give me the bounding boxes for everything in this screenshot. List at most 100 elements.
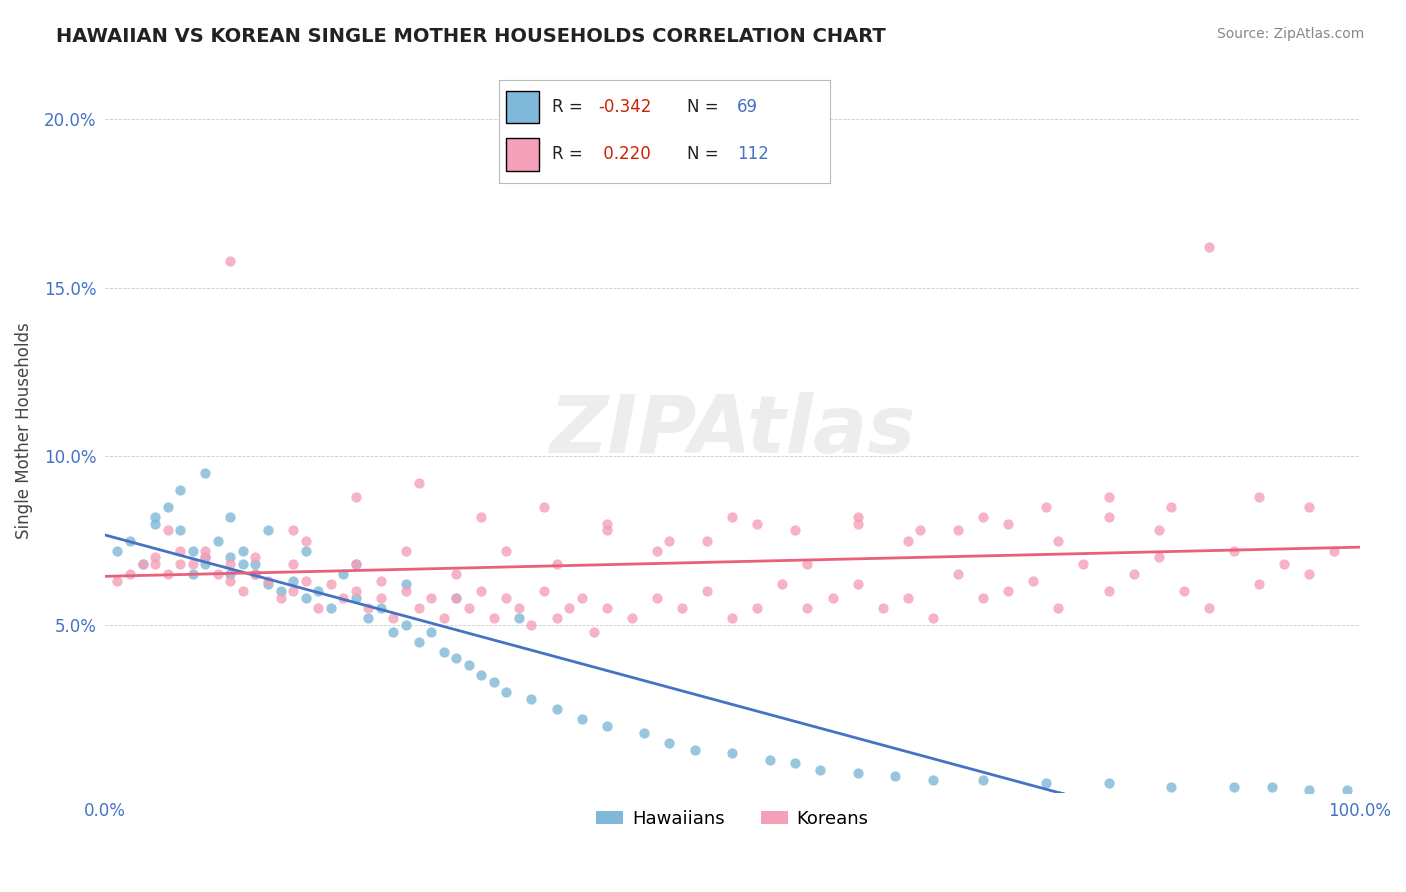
- Point: [344, 591, 367, 605]
- Point: [683, 742, 706, 756]
- Point: [420, 591, 443, 605]
- Point: [181, 567, 204, 582]
- Point: [633, 725, 655, 739]
- Text: R =: R =: [553, 98, 588, 116]
- Point: [395, 577, 418, 591]
- Point: [759, 753, 782, 767]
- Point: [1249, 577, 1271, 591]
- Point: [1198, 601, 1220, 615]
- Point: [232, 543, 254, 558]
- Point: [395, 617, 418, 632]
- Point: [219, 509, 242, 524]
- Point: [232, 557, 254, 571]
- Point: [344, 490, 367, 504]
- Point: [382, 624, 405, 639]
- Point: [508, 611, 530, 625]
- Point: [131, 557, 153, 571]
- Point: [332, 591, 354, 605]
- Point: [433, 611, 456, 625]
- Point: [1035, 500, 1057, 514]
- Point: [1173, 584, 1195, 599]
- Point: [143, 550, 166, 565]
- Point: [357, 601, 380, 615]
- Point: [897, 533, 920, 548]
- Point: [508, 601, 530, 615]
- Point: [972, 509, 994, 524]
- Point: [783, 524, 806, 538]
- Point: [219, 550, 242, 565]
- Point: [1160, 780, 1182, 794]
- Text: N =: N =: [688, 98, 724, 116]
- Point: [1073, 557, 1095, 571]
- Point: [444, 591, 467, 605]
- Point: [872, 601, 894, 615]
- Point: [470, 509, 492, 524]
- Point: [281, 584, 304, 599]
- Point: [107, 543, 129, 558]
- Point: [946, 524, 969, 538]
- Text: N =: N =: [688, 145, 724, 163]
- Point: [796, 601, 818, 615]
- Point: [457, 658, 479, 673]
- Point: [408, 476, 430, 491]
- Point: [1298, 783, 1320, 797]
- Point: [294, 591, 316, 605]
- Point: [1047, 601, 1070, 615]
- Point: [470, 584, 492, 599]
- Point: [1097, 509, 1119, 524]
- Point: [1147, 524, 1170, 538]
- Point: [910, 524, 932, 538]
- Point: [395, 584, 418, 599]
- Point: [495, 591, 517, 605]
- Point: [495, 543, 517, 558]
- Point: [946, 567, 969, 582]
- Point: [281, 574, 304, 588]
- Point: [219, 253, 242, 268]
- Point: [370, 601, 392, 615]
- Point: [922, 611, 945, 625]
- Point: [169, 483, 191, 497]
- Point: [482, 675, 505, 690]
- Text: R =: R =: [553, 145, 588, 163]
- Point: [596, 524, 619, 538]
- Point: [344, 557, 367, 571]
- Point: [645, 543, 668, 558]
- Point: [482, 611, 505, 625]
- Point: [796, 557, 818, 571]
- Point: [457, 601, 479, 615]
- Point: [118, 567, 141, 582]
- Point: [821, 591, 844, 605]
- Point: [257, 577, 280, 591]
- Point: [232, 584, 254, 599]
- Point: [1097, 490, 1119, 504]
- Point: [207, 533, 229, 548]
- Point: [395, 543, 418, 558]
- Point: [408, 601, 430, 615]
- Point: [181, 543, 204, 558]
- Point: [1323, 543, 1346, 558]
- Point: [219, 557, 242, 571]
- Point: [194, 557, 217, 571]
- Legend: Hawaiians, Koreans: Hawaiians, Koreans: [589, 803, 876, 835]
- Text: HAWAIIAN VS KOREAN SINGLE MOTHER HOUSEHOLDS CORRELATION CHART: HAWAIIAN VS KOREAN SINGLE MOTHER HOUSEHO…: [56, 27, 886, 45]
- Point: [596, 516, 619, 531]
- Point: [319, 577, 342, 591]
- Point: [357, 611, 380, 625]
- Point: [596, 719, 619, 733]
- Point: [1223, 543, 1246, 558]
- Point: [571, 712, 593, 726]
- Point: [533, 500, 555, 514]
- Point: [783, 756, 806, 770]
- Point: [370, 574, 392, 588]
- Point: [245, 567, 267, 582]
- Point: [1298, 500, 1320, 514]
- Point: [495, 685, 517, 699]
- Point: [546, 611, 568, 625]
- Text: 0.220: 0.220: [599, 145, 651, 163]
- Point: [169, 543, 191, 558]
- Point: [696, 584, 718, 599]
- Point: [846, 766, 869, 780]
- FancyBboxPatch shape: [506, 137, 538, 170]
- Point: [408, 634, 430, 648]
- Point: [658, 736, 681, 750]
